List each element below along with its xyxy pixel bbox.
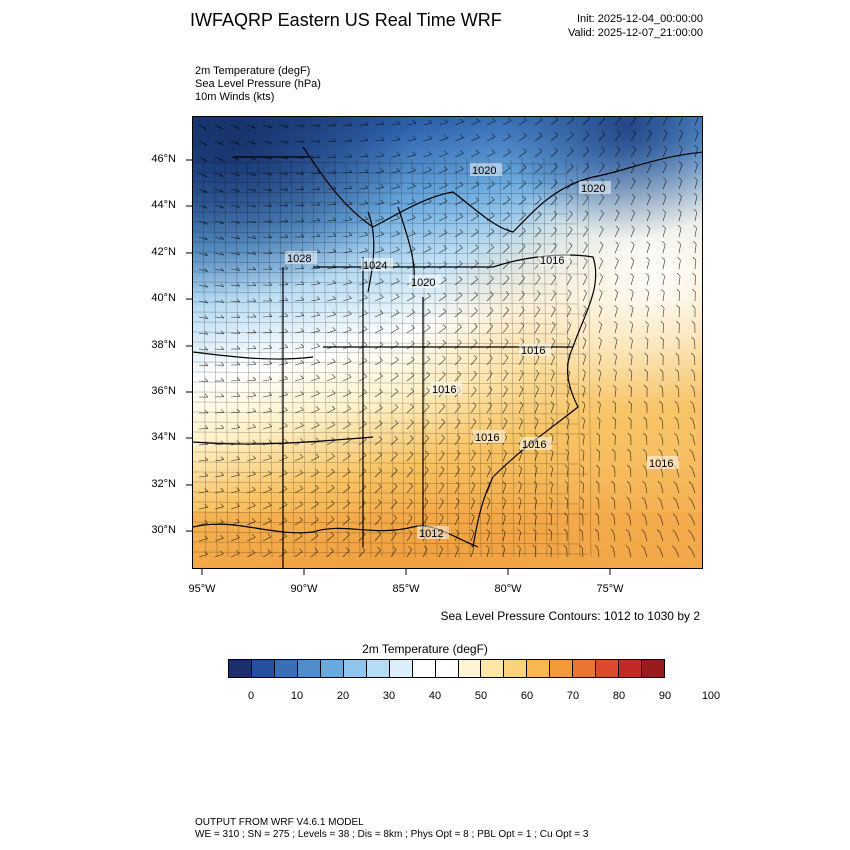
pressure-label: 1016 [540, 255, 564, 267]
lon-label: 75°W [596, 583, 624, 595]
pressure-label: 1020 [472, 165, 496, 177]
colorbar-tick-label: 20 [336, 690, 350, 702]
colorbar-tick-label: 100 [701, 690, 721, 702]
colorbar [228, 659, 665, 678]
pressure-label: 1016 [649, 458, 673, 470]
pressure-label: 1012 [419, 528, 443, 540]
temperature-map: 1020 1020 1028 1024 1020 1016 1016 1016 … [193, 117, 702, 568]
lat-label: 46°N [151, 153, 176, 165]
colorbar-swatch [503, 660, 527, 677]
lat-label: 44°N [151, 199, 176, 211]
colorbar-swatch [434, 660, 458, 677]
colorbar-swatch [229, 660, 251, 677]
colorbar-swatch [526, 660, 550, 677]
colorbar-swatch [549, 660, 573, 677]
pressure-label: 1016 [432, 384, 456, 396]
pressure-label: 1020 [411, 277, 435, 289]
colorbar-tick-label: 90 [658, 690, 672, 702]
lat-label: 30°N [151, 524, 176, 536]
colorbar-swatch [365, 660, 389, 677]
pressure-label: 1016 [521, 345, 545, 357]
colorbar-tick-label: 10 [290, 690, 304, 702]
pressure-label: 1024 [363, 260, 387, 272]
model-settings: WE = 310 ; SN = 275 ; Levels = 38 ; Dis … [195, 829, 589, 840]
pressure-label: 1020 [581, 183, 605, 195]
colorbar-tick-label: 70 [566, 690, 580, 702]
lat-label: 40°N [151, 292, 176, 304]
map-panel: 1020 1020 1028 1024 1020 1016 1016 1016 … [192, 116, 703, 569]
colorbar-tick-label: 40 [428, 690, 442, 702]
colorbar-swatch [250, 660, 274, 677]
model-info: OUTPUT FROM WRF V4.6.1 MODEL [195, 817, 364, 828]
lon-label: 80°W [494, 583, 522, 595]
colorbar-swatch [296, 660, 320, 677]
colorbar-swatch [342, 660, 366, 677]
colorbar-tick-label: 30 [382, 690, 396, 702]
colorbar-swatch [595, 660, 619, 677]
colorbar-tick-label: 0 [247, 690, 255, 702]
colorbar-swatch [388, 660, 412, 677]
colorbar-swatch [618, 660, 642, 677]
colorbar-title: 2m Temperature (degF) [362, 642, 488, 656]
variable-temperature: 2m Temperature (degF) [195, 65, 311, 77]
variable-winds: 10m Winds (kts) [195, 91, 275, 103]
colorbar-swatch [457, 660, 481, 677]
variable-pressure: Sea Level Pressure (hPa) [195, 78, 321, 90]
pressure-label: 1016 [475, 432, 499, 444]
pressure-label: 1028 [287, 253, 311, 265]
lon-label: 85°W [392, 583, 420, 595]
plot-title: IWFAQRP Eastern US Real Time WRF [190, 10, 502, 30]
colorbar-tick-label: 50 [474, 690, 488, 702]
colorbar-swatch [411, 660, 435, 677]
lat-label: 36°N [151, 385, 176, 397]
pressure-label: 1016 [522, 439, 546, 451]
colorbar-tick-label: 80 [612, 690, 626, 702]
lat-label: 32°N [151, 478, 176, 490]
lat-label: 38°N [151, 339, 176, 351]
colorbar-swatch [480, 660, 504, 677]
lon-label: 90°W [290, 583, 318, 595]
colorbar-swatch [319, 660, 343, 677]
colorbar-tick-label: 60 [520, 690, 534, 702]
colorbar-swatch [641, 660, 665, 677]
lat-label: 42°N [151, 246, 176, 258]
init-time: Init: 2025-12-04_00:00:00 [577, 13, 703, 25]
lon-label: 95°W [188, 583, 216, 595]
colorbar-swatch [572, 660, 596, 677]
contour-note: Sea Level Pressure Contours: 1012 to 103… [440, 609, 701, 623]
valid-time: Valid: 2025-12-07_21:00:00 [568, 27, 703, 39]
colorbar-swatch [273, 660, 297, 677]
lat-label: 34°N [151, 431, 176, 443]
